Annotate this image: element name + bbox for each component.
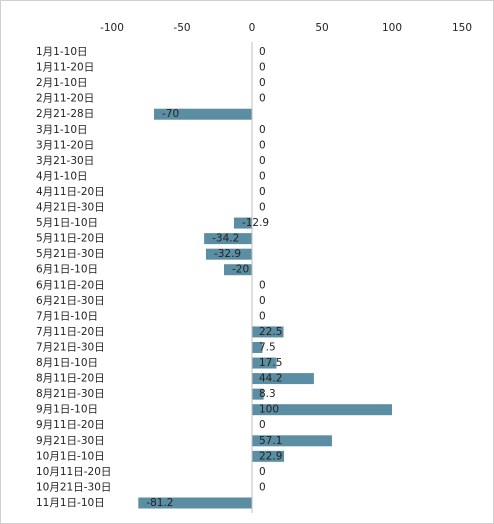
data-label: 0 [259,93,266,105]
data-label: 7.5 [259,341,276,353]
data-label: 0 [259,419,266,431]
x-tick-label: 150 [452,22,472,34]
y-tick-label: 5月1日-10日 [36,217,98,229]
y-tick-label: 6月21日-30日 [36,295,105,307]
data-label: 0 [259,62,266,74]
y-tick-label: 2月1-10日 [36,77,88,89]
y-tick-label: 10月21日-30日 [36,481,111,493]
y-tick-label: 1月11-20日 [36,62,94,74]
y-tick-label: 7月1日-10日 [36,310,98,322]
y-tick-label: 8月11日-20日 [36,373,105,385]
y-tick-label: 8月21日-30日 [36,388,105,400]
y-tick-label: 3月11-20日 [36,139,94,151]
data-label: 0 [259,202,266,214]
x-tick-label: 100 [382,22,402,34]
data-label: 0 [259,77,266,89]
x-tick-label: 50 [315,22,328,34]
bar [252,450,285,462]
data-label: 0 [259,481,266,493]
y-tick-label: 10月11日-20日 [36,466,111,478]
y-tick-label: 7月21日-30日 [36,341,105,353]
y-tick-label: 10月1日-10日 [36,450,105,462]
data-label: -20 [232,264,249,276]
y-tick-label: 1月1-10日 [36,46,88,58]
y-tick-label: 4月21日-30日 [36,202,105,214]
bar [252,341,263,353]
data-label: 0 [259,466,266,478]
data-label: 0 [259,155,266,167]
data-label: 0 [259,310,266,322]
bar [138,497,252,509]
y-tick-label: 6月11日-20日 [36,279,105,291]
y-tick-label: 11月1日-10日 [36,497,105,509]
bar [252,326,284,338]
data-label: -70 [162,108,179,120]
data-label: 0 [259,139,266,151]
bar [252,373,314,385]
data-label: 57.1 [259,435,282,447]
y-tick-label: 9月11日-20日 [36,419,105,431]
bar [252,404,392,416]
bar [154,108,252,120]
data-label: 0 [259,170,266,182]
data-label: 22.5 [259,326,282,338]
bar [252,357,277,369]
y-tick-label: 5月11日-20日 [36,233,105,245]
y-tick-label: 4月1-10日 [36,170,88,182]
y-tick-label: 3月21-30日 [36,155,94,167]
data-label: 0 [259,124,266,136]
data-label: -12.9 [242,217,269,229]
data-label: 0 [259,279,266,291]
bar [233,217,252,229]
data-label: 22.9 [259,450,282,462]
bar [252,388,264,400]
y-tick-label: 9月1日-10日 [36,404,98,416]
x-tick-label: -50 [173,22,190,34]
data-label: 100 [259,404,279,416]
y-tick-label: 8月1日-10日 [36,357,98,369]
y-tick-label: 2月11-20日 [36,93,94,105]
y-tick-label: 5月21日-30日 [36,248,105,260]
bar [205,248,252,260]
y-tick-label: 7月11日-20日 [36,326,105,338]
data-label: 0 [259,46,266,58]
y-tick-label: 2月21-28日 [36,108,94,120]
bar [252,435,332,447]
y-tick-label: 6月1日-10日 [36,264,98,276]
y-tick-label: 4月11日-20日 [36,186,105,198]
x-tick-label: 0 [249,22,256,34]
data-label: 17.5 [259,357,282,369]
data-label: 0 [259,295,266,307]
data-label: -81.2 [146,497,173,509]
bar [224,264,252,276]
data-label: 44.2 [259,373,282,385]
data-label: 8.3 [259,388,276,400]
bar [204,233,252,245]
y-tick-label: 3月1-10日 [36,124,88,136]
data-label: 0 [259,186,266,198]
data-label: -32.9 [214,248,241,260]
x-tick-label: -100 [100,22,124,34]
y-tick-label: 9月21日-30日 [36,435,105,447]
data-label: -34.2 [212,233,239,245]
